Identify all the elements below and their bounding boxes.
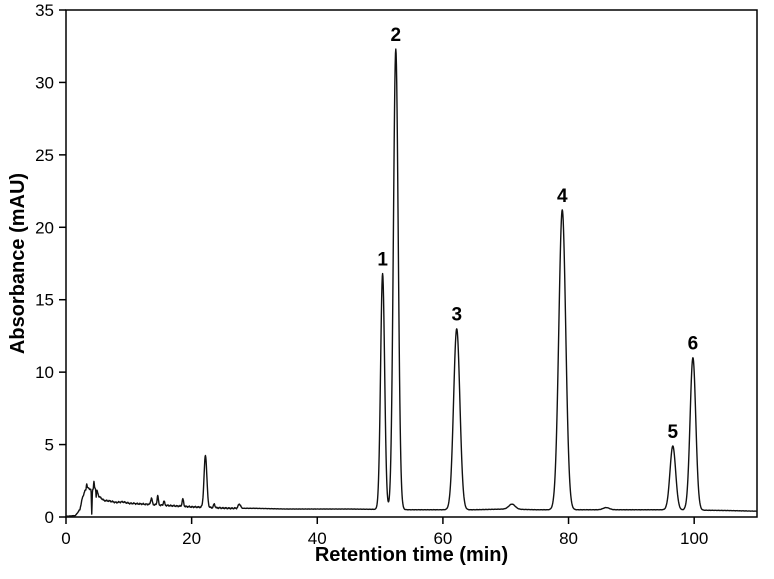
x-axis-title: Retention time (min) — [315, 544, 508, 566]
peak-label-1: 1 — [377, 250, 388, 271]
y-tick-label: 10 — [35, 363, 54, 382]
y-tick-label: 30 — [35, 73, 54, 92]
y-tick-label: 0 — [45, 508, 54, 527]
peak-label-6: 6 — [688, 334, 699, 355]
plot-frame — [65, 9, 758, 518]
x-tick-label: 20 — [182, 529, 201, 548]
peak-label-4: 4 — [557, 186, 568, 207]
y-tick-label: 35 — [35, 1, 54, 20]
y-axis-title: Absorbance (mAU) — [7, 173, 29, 354]
x-tick-label: 80 — [559, 529, 578, 548]
y-tick-label: 5 — [45, 436, 54, 455]
chromatogram-trace — [65, 48, 758, 517]
y-tick-label: 15 — [35, 291, 54, 310]
x-tick-label: 100 — [680, 529, 708, 548]
x-tick-label: 60 — [433, 529, 452, 548]
peak-label-2: 2 — [391, 25, 402, 46]
peak-label-3: 3 — [451, 305, 462, 326]
x-tick-label: 0 — [61, 529, 70, 548]
y-tick-label: 20 — [35, 218, 54, 237]
y-tick-label: 25 — [35, 146, 54, 165]
peak-label-5: 5 — [668, 422, 679, 443]
x-tick-label: 40 — [308, 529, 327, 548]
